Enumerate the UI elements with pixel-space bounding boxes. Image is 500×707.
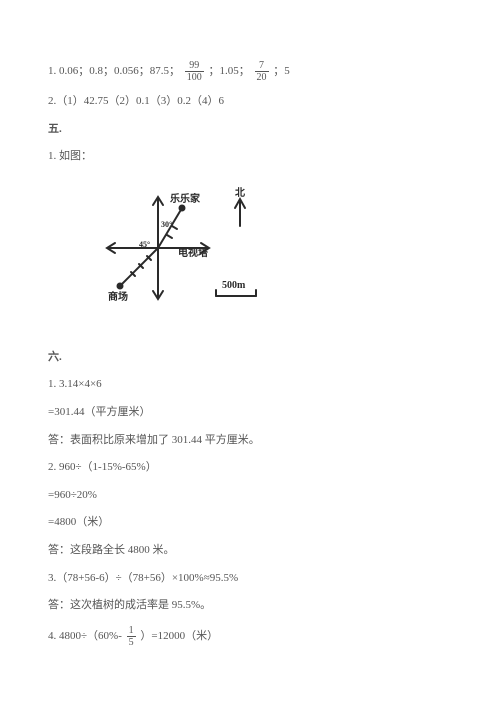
q1-prefix: 1. 0.06；0.8；0.056；87.5； — [48, 65, 180, 77]
label-mall: 商场 — [108, 290, 128, 303]
s6-4-suffix: ）=12000（米） — [140, 630, 218, 642]
s6-1c: 答：表面积比原来增加了 301.44 平方厘米。 — [48, 432, 452, 450]
s6-2a: 2. 960÷（1-15%-65%） — [48, 459, 452, 477]
q5-1-text: 1. 如图： — [48, 148, 452, 166]
section-5-heading: 五. — [48, 121, 452, 139]
line-q2: 2.（1）42.75（2）0.1（3）0.2（4）6 — [48, 93, 452, 111]
frac-num: 1 — [127, 625, 136, 637]
s6-3b: 答：这次植树的成活率是 95.5%。 — [48, 597, 452, 615]
q1-mid: ；1.05； — [209, 65, 250, 77]
s6-2d: 答：这段路全长 4800 米。 — [48, 542, 452, 560]
fraction-1-5: 1 5 — [127, 625, 136, 648]
s6-2b: =960÷20% — [48, 487, 452, 505]
s6-4-prefix: 4. 4800÷（60%- — [48, 630, 122, 642]
s6-4: 4. 4800÷（60%- 1 5 ）=12000（米） — [48, 625, 452, 648]
frac-den: 100 — [185, 72, 204, 83]
angle-45: 45° — [139, 240, 150, 249]
frac-num: 99 — [185, 60, 204, 72]
line-q1: 1. 0.06；0.8；0.056；87.5； 99 100 ；1.05； 7 … — [48, 60, 452, 83]
label-north: 北 — [235, 186, 245, 199]
label-lele: 乐乐家 — [170, 192, 201, 205]
q1-suffix: ；5 — [273, 65, 290, 77]
s6-2c: =4800（米） — [48, 514, 452, 532]
frac-den: 20 — [255, 72, 269, 83]
fraction-99-100: 99 100 — [185, 60, 204, 83]
frac-num: 7 — [255, 60, 269, 72]
figure-svg: 乐乐家 北 电视塔 商场 500m 30° 45° — [88, 178, 278, 328]
label-scale: 500m — [222, 280, 246, 291]
direction-figure: 乐乐家 北 电视塔 商场 500m 30° 45° — [88, 178, 278, 331]
frac-den: 5 — [127, 637, 136, 648]
label-tower: 电视塔 — [178, 246, 209, 259]
fraction-7-20: 7 20 — [255, 60, 269, 83]
s6-1a: 1. 3.14×4×6 — [48, 376, 452, 394]
angle-30: 30° — [161, 220, 172, 229]
section-6-heading: 六. — [48, 349, 452, 367]
s6-1b: =301.44（平方厘米） — [48, 404, 452, 422]
s6-3a: 3.（78+56-6）÷（78+56）×100%≈95.5% — [48, 570, 452, 588]
